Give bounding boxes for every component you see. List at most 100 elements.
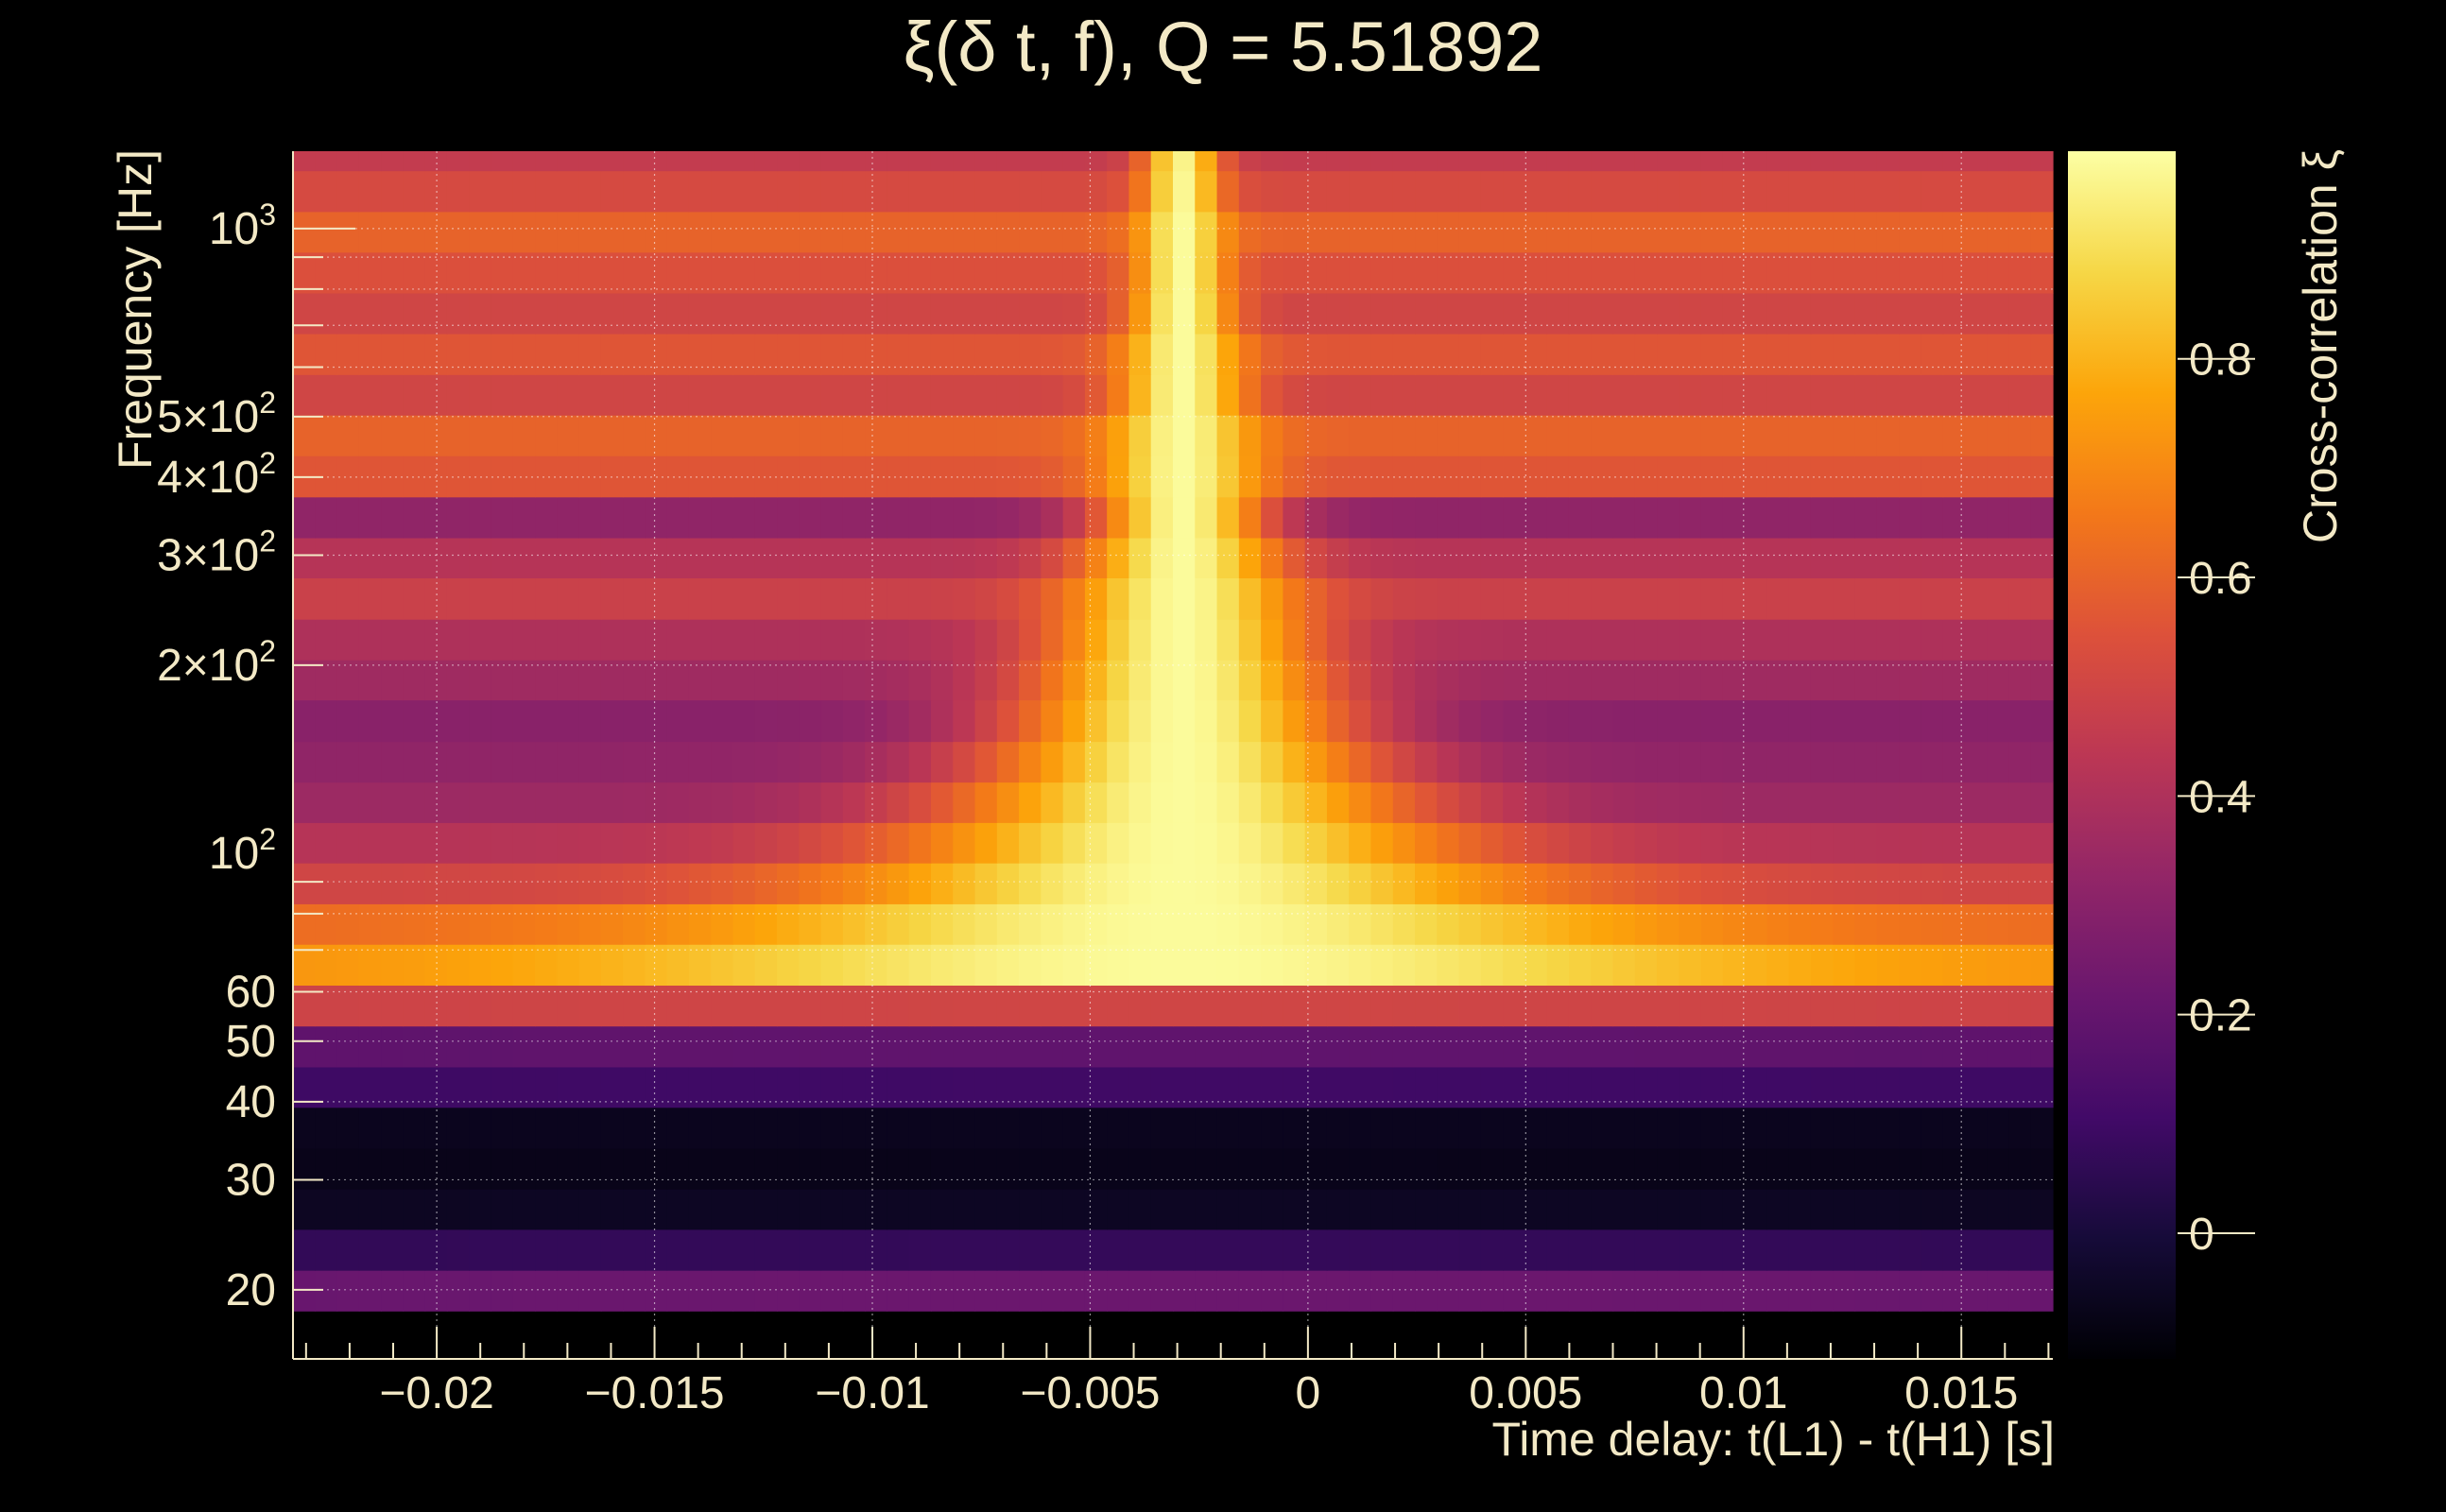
heatmap-cell xyxy=(1458,577,1482,620)
heatmap-cell xyxy=(1150,577,1174,620)
heatmap-cell xyxy=(1964,151,1988,172)
heatmap-cell xyxy=(1019,985,1042,1027)
heatmap-cell xyxy=(1261,333,1283,375)
heatmap-cell xyxy=(1283,1189,1306,1230)
heatmap-cell xyxy=(1216,1066,1240,1108)
heatmap-cell xyxy=(403,699,426,743)
heatmap-cell xyxy=(1084,251,1108,294)
heatmap-cell xyxy=(600,170,624,213)
heatmap-cell xyxy=(1987,211,2010,253)
heatmap-cell xyxy=(1833,660,1856,701)
heatmap-cell xyxy=(1964,170,1988,213)
heatmap-cell xyxy=(1921,1148,1944,1190)
heatmap-cell xyxy=(930,1228,954,1271)
heatmap-cell xyxy=(1854,1025,1878,1068)
heatmap-cell xyxy=(1788,903,1812,945)
heatmap-cell xyxy=(1480,170,1504,213)
heatmap-cell xyxy=(1173,1107,1196,1149)
heatmap-cell xyxy=(908,1270,932,1312)
heatmap-cell xyxy=(1568,741,1592,783)
heatmap-cell xyxy=(974,537,998,578)
heatmap-cell xyxy=(623,151,646,172)
heatmap-cell xyxy=(1128,251,1152,294)
heatmap-cell xyxy=(1876,1025,1900,1068)
heatmap-cell xyxy=(974,1025,998,1068)
heatmap-cell xyxy=(1942,985,1966,1027)
heatmap-cell xyxy=(1128,151,1152,172)
heatmap-cell xyxy=(930,863,954,904)
heatmap-cell xyxy=(1458,619,1482,661)
heatmap-cell xyxy=(1657,292,1679,335)
heatmap-cell xyxy=(600,985,624,1027)
heatmap-cell xyxy=(491,944,514,986)
x-tick-label: −0.02 xyxy=(379,1368,493,1418)
heatmap-cell xyxy=(1964,1189,1988,1230)
heatmap-cell xyxy=(1216,619,1240,661)
heatmap-cell xyxy=(1722,944,1746,986)
heatmap-cell xyxy=(799,1228,822,1271)
heatmap-cell xyxy=(1480,1270,1504,1312)
heatmap-cell xyxy=(842,455,866,498)
heatmap-cell xyxy=(358,822,382,864)
heatmap-cell xyxy=(1876,903,1900,945)
heatmap-cell xyxy=(688,782,712,823)
heatmap-cell xyxy=(1745,660,1768,701)
heatmap-cell xyxy=(336,822,360,864)
heatmap-cell xyxy=(1700,455,1724,498)
heatmap-cell xyxy=(1128,822,1152,864)
heatmap-cell xyxy=(820,292,844,335)
heatmap-cell xyxy=(1437,1107,1460,1149)
heatmap-cell xyxy=(1084,985,1108,1027)
heatmap-cell xyxy=(1591,944,1614,986)
heatmap-cell xyxy=(777,782,800,823)
heatmap-cell xyxy=(512,903,536,945)
heatmap-cell xyxy=(381,863,404,904)
heatmap-cell xyxy=(1503,251,1525,294)
heatmap-cell xyxy=(557,415,580,456)
heatmap-cell xyxy=(1987,944,2010,986)
heatmap-cell xyxy=(2030,903,2054,945)
heatmap-cell xyxy=(1195,415,1218,456)
heatmap-cell xyxy=(1128,537,1152,578)
heatmap-cell xyxy=(1415,782,1438,823)
heatmap-cell xyxy=(1524,660,1548,701)
heatmap-cell xyxy=(953,619,976,661)
heatmap-cell xyxy=(1921,496,1944,539)
heatmap-cell xyxy=(1370,944,1394,986)
heatmap-cell xyxy=(1062,660,1086,701)
heatmap-cell xyxy=(1392,170,1416,213)
heatmap-cell xyxy=(1216,1270,1240,1312)
heatmap-cell xyxy=(1150,863,1174,904)
heatmap-cell xyxy=(732,782,756,823)
heatmap-cell xyxy=(2030,170,2054,213)
heatmap-cell xyxy=(732,333,756,375)
heatmap-cell xyxy=(1349,985,1372,1027)
heatmap-cell xyxy=(1942,1148,1966,1190)
heatmap-cell xyxy=(1480,1025,1504,1068)
heatmap-cell xyxy=(1657,1270,1679,1312)
heatmap-cell xyxy=(732,863,756,904)
heatmap-cell xyxy=(930,985,954,1027)
heatmap-cell xyxy=(1634,822,1658,864)
heatmap-cell xyxy=(1591,903,1614,945)
heatmap-cell xyxy=(491,903,514,945)
heatmap-cell xyxy=(1810,985,1834,1027)
heatmap-cell xyxy=(1370,537,1394,578)
heatmap-cell xyxy=(820,1270,844,1312)
heatmap-cell xyxy=(557,985,580,1027)
heatmap-cell xyxy=(908,1189,932,1230)
heatmap-cell xyxy=(1987,1270,2010,1312)
heatmap-cell xyxy=(1591,863,1614,904)
heatmap-cell xyxy=(1700,1189,1724,1230)
heatmap-cell xyxy=(1019,537,1042,578)
heatmap-cell xyxy=(1503,1270,1525,1312)
heatmap-cell xyxy=(996,660,1020,701)
heatmap-cell xyxy=(1899,619,1921,661)
heatmap-cell xyxy=(688,619,712,661)
heatmap-cell xyxy=(1568,1107,1592,1149)
heatmap-cell xyxy=(2030,1270,2054,1312)
heatmap-cell xyxy=(403,151,426,172)
heatmap-cell xyxy=(1524,1270,1548,1312)
heatmap-cell xyxy=(1261,619,1283,661)
heatmap-cell xyxy=(799,1025,822,1068)
